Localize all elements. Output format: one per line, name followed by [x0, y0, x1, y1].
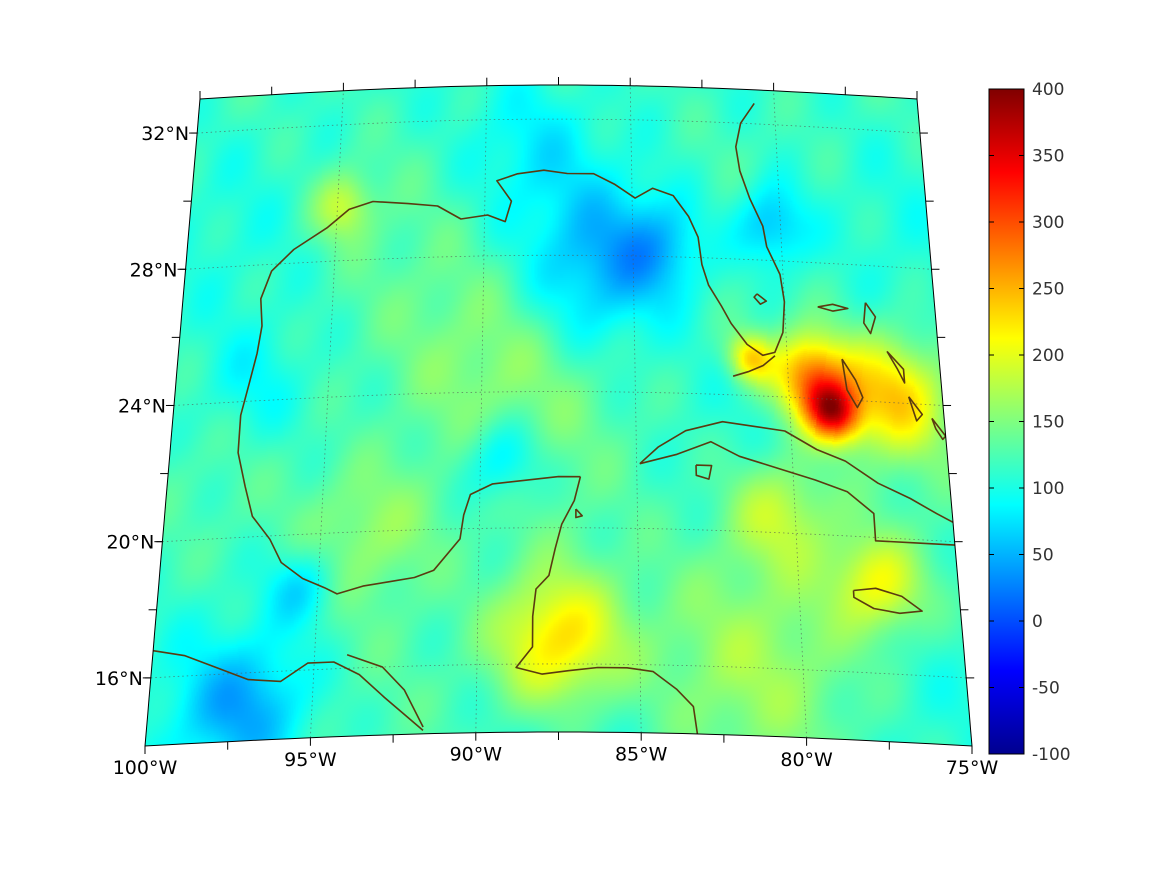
colorbar-tick-label: 350 [1032, 147, 1064, 167]
meridian-line [773, 90, 807, 738]
latitude-labels: 32°N 28°N 24°N 20°N 16°N [95, 123, 198, 690]
coastline-segment [817, 303, 849, 312]
coastline-segment [346, 653, 424, 728]
latitude-label: 20°N [106, 532, 154, 554]
colorbar-tick-label: -100 [1032, 745, 1071, 765]
coastline-segment [753, 293, 768, 305]
colorbar: 400 350 300 250 200 150 100 50 0 -50 -100 [988, 80, 1071, 765]
longitude-label: 80°W [780, 749, 833, 771]
longitude-label: 90°W [450, 744, 503, 766]
coastline-segment [852, 587, 923, 615]
frame-ticks [142, 77, 975, 754]
coastline-segment [886, 350, 906, 384]
colorbar-gradient [988, 88, 1025, 755]
colorbar-tick-label: -50 [1032, 679, 1060, 699]
latitude-label: 24°N [118, 395, 166, 417]
latitude-label: 16°N [95, 668, 143, 690]
colorbar-tick-label: 200 [1032, 346, 1064, 366]
colorbar-tick-label: 0 [1032, 612, 1043, 632]
colorbar-tick-label: 100 [1032, 479, 1064, 499]
coastline-segment [841, 358, 864, 409]
coastline-segment [515, 476, 699, 735]
coastline-segment [639, 420, 972, 546]
colorbar-tick-label: 400 [1032, 80, 1064, 100]
coastline-segment [907, 396, 924, 422]
coastline-segment [152, 649, 424, 732]
latitude-label: 32°N [141, 123, 189, 145]
parallel-line [150, 663, 967, 679]
meridian-line [310, 90, 344, 738]
colorbar-tick-label: 50 [1032, 546, 1054, 566]
coastline-segment [237, 102, 786, 595]
coastline-segment [575, 508, 583, 519]
longitude-label: 75°W [946, 757, 999, 779]
colorbar-tick-label: 250 [1032, 280, 1064, 300]
parallel-line [185, 254, 932, 270]
latitude-label: 28°N [130, 259, 178, 281]
parallel-line [162, 527, 955, 543]
colorbar-tick-label: 150 [1032, 413, 1064, 433]
coastline-segment [931, 417, 947, 441]
coastline-segment [732, 355, 776, 377]
colorbar-ticks: 400 350 300 250 200 150 100 50 0 -50 -100 [989, 80, 1071, 765]
longitude-label: 100°W [113, 757, 178, 779]
colorbar-tick-label: 300 [1032, 213, 1064, 233]
longitude-label: 95°W [284, 749, 337, 771]
longitude-labels: 100°W 95°W 90°W 85°W 80°W 75°W [113, 744, 999, 779]
coastline-segment [695, 464, 713, 480]
coastline [152, 102, 972, 735]
longitude-label: 85°W [615, 744, 668, 766]
coastline-segment [863, 302, 877, 335]
